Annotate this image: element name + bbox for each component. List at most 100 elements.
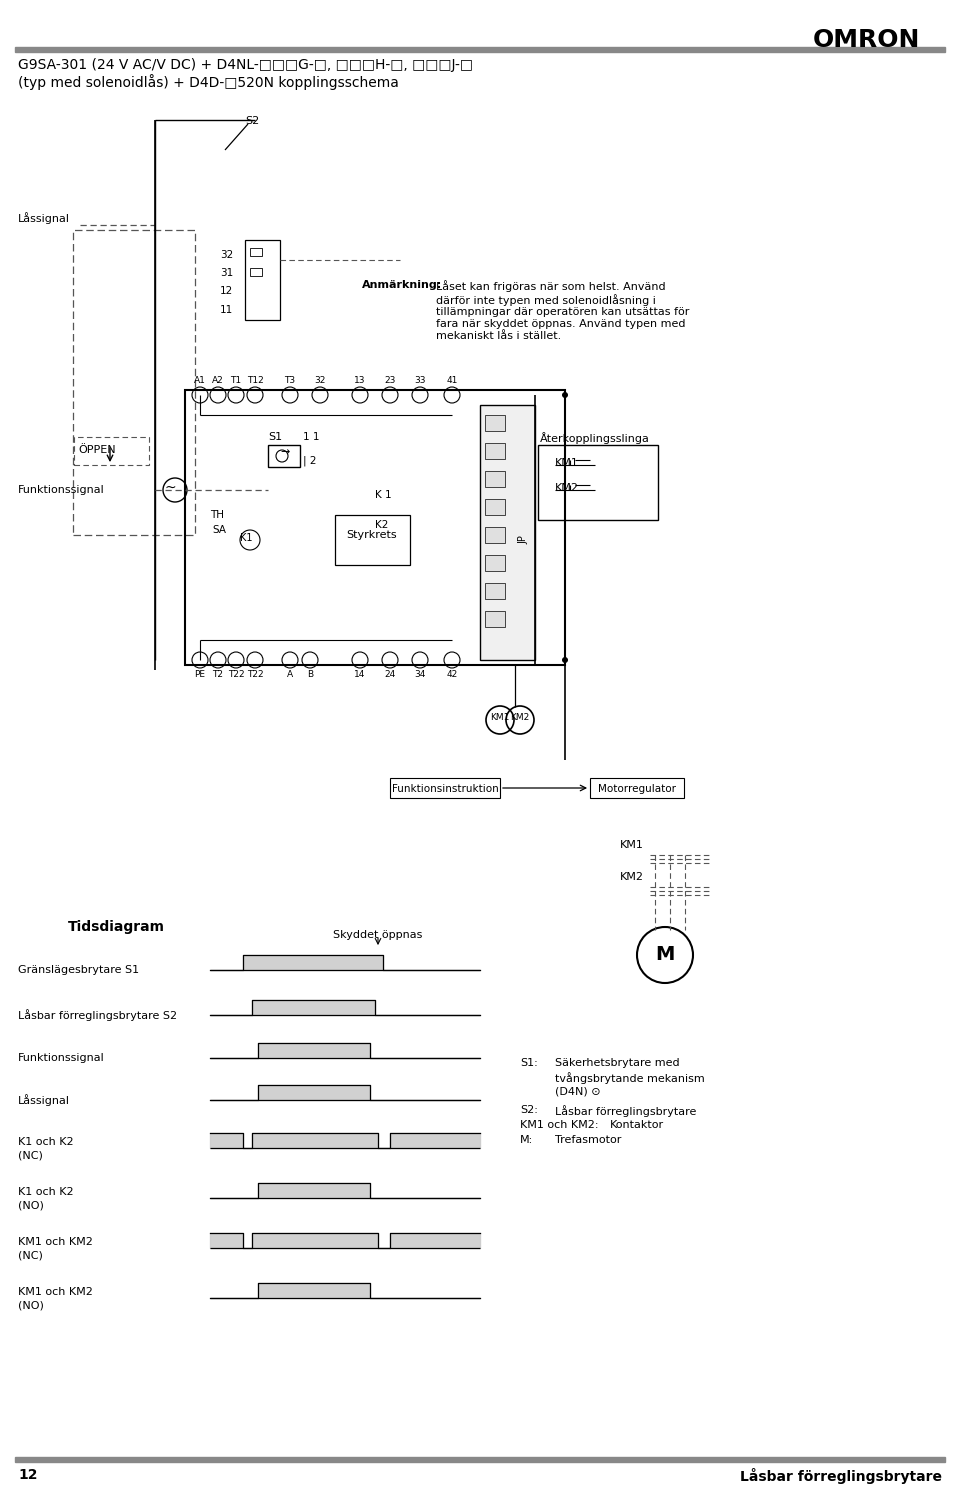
Text: 23: 23: [384, 376, 396, 385]
Bar: [485, 415, 505, 431]
Text: 11: 11: [220, 305, 233, 316]
Text: Kontaktor: Kontaktor: [610, 1120, 664, 1130]
Text: TH: TH: [210, 510, 224, 520]
Text: 31: 31: [220, 268, 233, 278]
Text: 33: 33: [415, 376, 425, 385]
Bar: [485, 499, 505, 516]
Text: 32: 32: [314, 376, 325, 385]
Text: A2: A2: [212, 376, 224, 385]
Text: Låsbar förreglingsbrytare: Låsbar förreglingsbrytare: [555, 1105, 696, 1117]
Text: Styrkrets: Styrkrets: [347, 531, 397, 540]
Text: 42: 42: [446, 670, 458, 679]
Text: K1 och K2: K1 och K2: [18, 1136, 74, 1147]
Text: K1: K1: [240, 534, 252, 543]
Bar: [250, 268, 262, 277]
Text: T2: T2: [212, 670, 224, 679]
Text: Trefasmotor: Trefasmotor: [555, 1135, 621, 1145]
Text: 41: 41: [446, 376, 458, 385]
Text: Skyddet öppnas: Skyddet öppnas: [333, 930, 422, 939]
Text: S2: S2: [245, 116, 259, 126]
Bar: [590, 779, 684, 798]
Text: ~: ~: [164, 481, 176, 494]
Text: KM1 och KM2: KM1 och KM2: [18, 1237, 93, 1247]
Text: 14: 14: [354, 670, 366, 679]
Text: S1:: S1:: [520, 1058, 538, 1069]
Text: KM1: KM1: [491, 714, 510, 723]
Text: 1 1: 1 1: [303, 431, 320, 442]
Text: (NC): (NC): [18, 1151, 43, 1160]
Text: Låsbar förreglingsbrytare: Låsbar förreglingsbrytare: [740, 1468, 942, 1483]
Text: KM2: KM2: [511, 714, 530, 723]
Text: JP: JP: [518, 535, 528, 544]
Text: Anmärkning:: Anmärkning:: [362, 280, 443, 290]
Text: 32: 32: [220, 249, 233, 260]
Text: Låssignal: Låssignal: [18, 212, 70, 224]
Text: KM1 och KM2:: KM1 och KM2:: [520, 1120, 598, 1130]
Text: Motorregulator: Motorregulator: [598, 785, 676, 794]
Text: →: →: [280, 446, 290, 457]
Text: B: B: [307, 670, 313, 679]
Text: Funktionsinstruktion: Funktionsinstruktion: [392, 785, 498, 794]
Bar: [538, 445, 658, 520]
Text: M: M: [656, 945, 675, 965]
Bar: [185, 389, 565, 664]
Text: T3: T3: [284, 376, 296, 385]
Text: K 1: K 1: [375, 490, 392, 500]
Text: 24: 24: [384, 670, 396, 679]
Bar: [485, 612, 505, 627]
Text: (NC): (NC): [18, 1250, 43, 1261]
Text: Låset kan frigöras när som helst. Använd
därför inte typen med solenoidlåsning i: Låset kan frigöras när som helst. Använd…: [436, 280, 689, 341]
Text: KM1: KM1: [620, 840, 644, 851]
Text: S2:: S2:: [520, 1105, 538, 1115]
Text: A1: A1: [194, 376, 206, 385]
Text: ÖPPEN: ÖPPEN: [78, 445, 115, 455]
Text: KM1 och KM2: KM1 och KM2: [18, 1287, 93, 1297]
Bar: [485, 555, 505, 571]
Bar: [335, 516, 410, 565]
Text: A: A: [287, 670, 293, 679]
Bar: [15, 47, 945, 53]
Text: Låsbar förreglingsbrytare S2: Låsbar förreglingsbrytare S2: [18, 1009, 178, 1021]
Text: K1 och K2: K1 och K2: [18, 1187, 74, 1196]
Text: KM1: KM1: [555, 458, 579, 467]
Text: SA: SA: [212, 525, 226, 535]
Text: Säkerhetsbrytare med: Säkerhetsbrytare med: [555, 1058, 680, 1069]
Text: 13: 13: [354, 376, 366, 385]
Text: tvångsbrytande mekanism: tvångsbrytande mekanism: [555, 1072, 705, 1084]
Text: T22: T22: [228, 670, 244, 679]
Bar: [245, 240, 280, 320]
Text: (NO): (NO): [18, 1302, 44, 1311]
Bar: [268, 445, 300, 467]
Bar: [390, 779, 500, 798]
Text: Funktionssignal: Funktionssignal: [18, 485, 105, 494]
Text: T1: T1: [230, 376, 242, 385]
Bar: [74, 437, 149, 464]
Text: Tidsdiagram: Tidsdiagram: [68, 920, 165, 933]
Text: G9SA-301 (24 V AC/V DC) + D4NL-□□□G-□, □□□H-□, □□□J-□: G9SA-301 (24 V AC/V DC) + D4NL-□□□G-□, □…: [18, 59, 473, 72]
Text: Återkopplingsslinga: Återkopplingsslinga: [540, 431, 650, 443]
Bar: [485, 443, 505, 458]
Text: OMRON: OMRON: [812, 29, 920, 53]
Text: 12: 12: [220, 286, 233, 296]
Bar: [485, 528, 505, 543]
Text: (NO): (NO): [18, 1201, 44, 1211]
Bar: [250, 248, 262, 256]
Text: 34: 34: [415, 670, 425, 679]
Bar: [15, 1456, 945, 1462]
Text: Låssignal: Låssignal: [18, 1094, 70, 1106]
Text: KM2: KM2: [620, 872, 644, 882]
Text: S1: S1: [268, 431, 282, 442]
Circle shape: [562, 392, 568, 398]
Text: Funktionssignal: Funktionssignal: [18, 1054, 105, 1063]
Bar: [485, 583, 505, 600]
Text: K2: K2: [375, 520, 389, 531]
Text: (typ med solenoidlås) + D4D-□520N kopplingsschema: (typ med solenoidlås) + D4D-□520N koppli…: [18, 74, 398, 90]
Text: | 2: | 2: [303, 455, 317, 466]
Text: 12: 12: [18, 1468, 37, 1482]
Text: KM2: KM2: [555, 482, 579, 493]
Text: T12: T12: [247, 376, 263, 385]
Bar: [485, 470, 505, 487]
Bar: [480, 404, 535, 660]
Circle shape: [562, 657, 568, 663]
Text: M:: M:: [520, 1135, 533, 1145]
